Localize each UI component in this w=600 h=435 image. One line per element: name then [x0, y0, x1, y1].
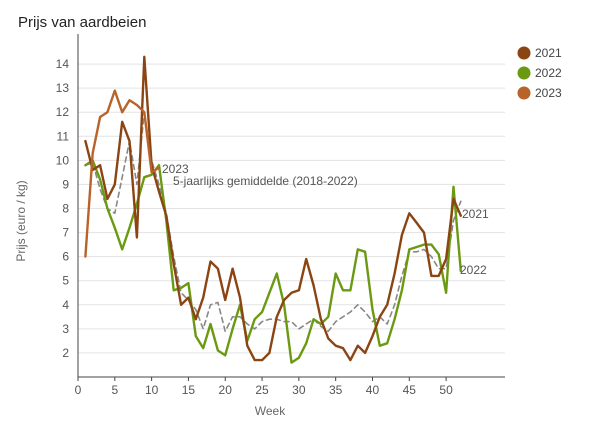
annotation-label: 2023: [162, 162, 189, 176]
legend-marker-2021: [517, 46, 531, 60]
series-line-2023: [84, 89, 161, 258]
y-tick-label: 14: [56, 57, 70, 71]
y-tick-label: 6: [62, 250, 69, 264]
y-tick-label: 10: [56, 153, 70, 167]
x-axis-label: Week: [255, 404, 286, 418]
x-tick-label: 20: [219, 383, 233, 397]
x-tick-label: 5: [111, 383, 118, 397]
x-tick-label: 15: [182, 383, 196, 397]
annotation-label: 2022: [460, 263, 487, 277]
y-tick-label: 4: [62, 298, 69, 312]
y-tick-label: 5: [62, 274, 69, 288]
y-tick-label: 7: [62, 226, 69, 240]
y-tick-label: 2: [62, 346, 69, 360]
x-tick-label: 45: [403, 383, 417, 397]
legend-marker-2022: [517, 66, 531, 80]
x-tick-label: 10: [145, 383, 159, 397]
annotation-label: 5-jaarlijks gemiddelde (2018-2022): [173, 174, 358, 188]
y-tick-label: 12: [56, 105, 70, 119]
y-axis-label: Prijs (euro / kg): [14, 180, 28, 261]
legend: 2021 2022 2023: [517, 46, 562, 100]
series-line-2021: [84, 55, 462, 362]
annotation-label: 2021: [462, 207, 489, 221]
series-layer: [84, 55, 462, 364]
x-tick-label: 25: [255, 383, 269, 397]
y-tick-label: 11: [57, 129, 70, 143]
y-tick-label: 13: [56, 81, 70, 95]
legend-marker-2023: [517, 86, 531, 100]
chart-title: Prijs van aardbeien: [18, 14, 146, 31]
series-line-2022: [84, 159, 462, 364]
x-tick-label: 50: [439, 383, 453, 397]
legend-label: 2022: [535, 66, 562, 80]
y-tick-label: 9: [62, 177, 69, 191]
y-tick-label: 3: [62, 322, 69, 336]
x-tick-label: 30: [292, 383, 306, 397]
legend-label: 2021: [535, 46, 562, 60]
y-tick-label: 8: [62, 202, 69, 216]
x-tick-label: 40: [366, 383, 380, 397]
x-tick-label: 0: [75, 383, 82, 397]
x-tick-label: 35: [329, 383, 343, 397]
legend-label: 2023: [535, 86, 562, 100]
